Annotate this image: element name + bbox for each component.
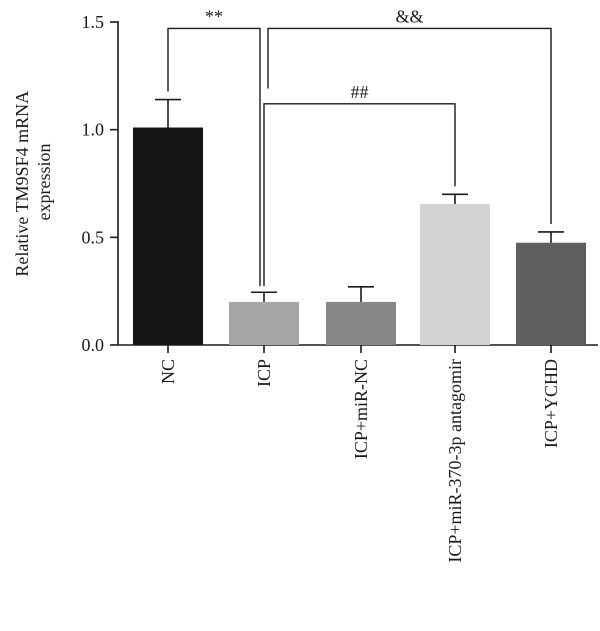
bar: [516, 242, 586, 345]
category-label: ICP+YCHD: [541, 359, 561, 448]
category-label: ICP+miR-370-3p antagomir: [445, 359, 465, 563]
significance-bracket: [267, 27, 552, 224]
y-axis-title: Relative TM9SF4 mRNA expression: [12, 87, 54, 276]
category-label: NC: [158, 359, 178, 384]
category-label: ICP+miR-NC: [351, 359, 371, 459]
category-label: ICP: [254, 359, 274, 387]
y-tick-label: 1.0: [82, 120, 105, 140]
significance-bracket: [167, 27, 261, 287]
significance-label: **: [205, 6, 223, 26]
significance-label: ##: [351, 82, 369, 102]
y-tick-label: 0.5: [82, 227, 105, 247]
significance-bracket: [263, 103, 456, 287]
bar: [229, 301, 299, 345]
plot-area: 0.0 0.5 1.0 1.5 NC ICP ICP+miR-NC ICP+miR-370-3…: [82, 6, 598, 563]
bar: [133, 127, 203, 345]
y-tick-label: 1.5: [82, 12, 105, 32]
y-axis-title-line-2: expression: [34, 144, 54, 221]
bar: [420, 203, 490, 345]
y-axis-title-line-1: Relative TM9SF4 mRNA: [12, 91, 32, 277]
significance-label: &&: [395, 6, 423, 26]
y-tick-label: 0.0: [82, 335, 105, 355]
bar: [326, 301, 396, 345]
